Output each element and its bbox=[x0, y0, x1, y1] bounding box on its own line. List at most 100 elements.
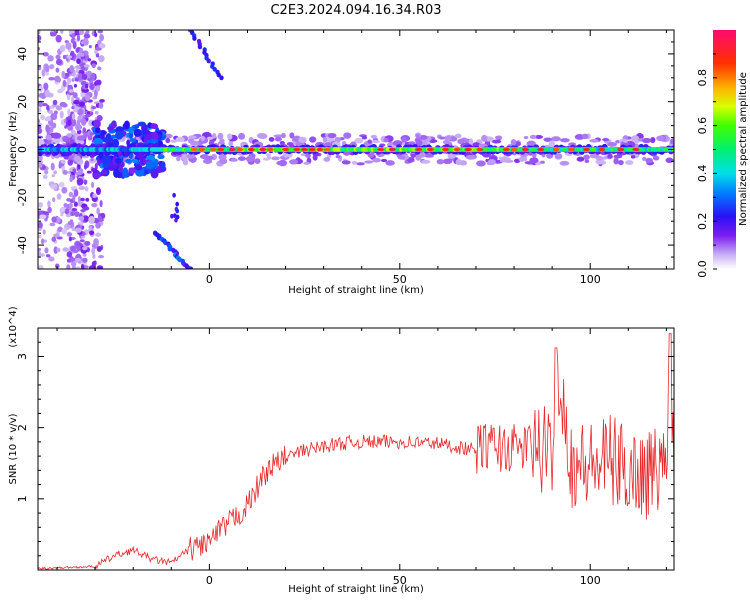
heatmap-halo-cell bbox=[176, 156, 181, 162]
heatmap-noise-cell bbox=[61, 102, 68, 108]
heatmap-cluster-cell bbox=[160, 161, 166, 170]
heatmap-halo-cell bbox=[436, 158, 445, 165]
heatmap-noise-cell bbox=[78, 216, 85, 221]
heatmap-halo-cell bbox=[165, 137, 171, 144]
heatmap-noise-cell bbox=[79, 239, 85, 243]
heatmap-cluster-cell bbox=[122, 167, 129, 177]
heatmap-noise-cell bbox=[98, 218, 105, 222]
heatmap-noise-cell bbox=[73, 189, 79, 197]
heatmap-noise-cell bbox=[38, 85, 43, 93]
heatmap-noise-cell bbox=[80, 62, 86, 71]
heatmap-streak-cell bbox=[173, 213, 177, 219]
heatmap-halo-cell bbox=[492, 139, 502, 144]
heatmap-halo-cell bbox=[630, 155, 636, 159]
heatmap-halo-cell bbox=[335, 154, 341, 159]
heatmap-noise-cell bbox=[69, 64, 75, 73]
heatmap-noise-cell bbox=[82, 246, 88, 251]
heatmap-noise-cell bbox=[73, 83, 78, 88]
heatmap-noise-cell bbox=[48, 256, 55, 262]
x-tick-label: 50 bbox=[393, 574, 407, 587]
heatmap-noise-cell bbox=[75, 65, 81, 69]
heatmap-cluster-cell bbox=[102, 154, 111, 164]
heatmap-noise-cell bbox=[89, 83, 95, 90]
heatmap-noise-cell bbox=[91, 106, 97, 110]
heatmap-noise-cell bbox=[38, 30, 41, 35]
heatmap-noise-cell bbox=[70, 186, 78, 190]
heatmap-noise-cell bbox=[77, 115, 81, 121]
heatmap-noise-cell bbox=[64, 208, 70, 215]
heatmap-noise-cell bbox=[83, 215, 90, 222]
heatmap-noise-cell bbox=[99, 34, 104, 42]
colorbar-tick-label: 0.4 bbox=[696, 165, 709, 183]
heatmap-noise-cell bbox=[38, 247, 42, 252]
heatmap-halo-cell bbox=[487, 159, 496, 165]
heatmap-cluster-cell bbox=[114, 130, 124, 140]
heatmap-halo-cell bbox=[228, 140, 234, 147]
heatmap-halo-cell bbox=[218, 154, 227, 161]
heatmap-halo-cell bbox=[534, 134, 544, 139]
heatmap-halo-cell bbox=[298, 136, 307, 144]
heatmap-noise-cell bbox=[52, 197, 56, 203]
x-tick-label: 0 bbox=[206, 574, 213, 587]
heatmap-noise-cell bbox=[38, 234, 42, 239]
heatmap-peak-cell bbox=[266, 147, 274, 152]
heatmap-cluster-cell bbox=[92, 173, 102, 179]
heatmap-streak-cell bbox=[170, 213, 174, 219]
heatmap-noise-cell bbox=[83, 64, 90, 68]
colorbar-label: Normalized spectral amplitude bbox=[738, 72, 749, 226]
heatmap-noise-cell bbox=[87, 58, 92, 62]
heatmap-halo-cell bbox=[476, 160, 486, 167]
heatmap-cluster-cell bbox=[95, 126, 101, 134]
heatmap-cluster-cell bbox=[110, 121, 117, 129]
heatmap-noise-cell bbox=[89, 132, 94, 136]
heatmap-marks bbox=[38, 30, 674, 269]
heatmap-noise-cell bbox=[91, 247, 96, 255]
heatmap-cluster-cell bbox=[133, 128, 143, 137]
heatmap-peak-cell bbox=[236, 147, 244, 152]
heatmap-halo-cell bbox=[164, 133, 173, 139]
heatmap-noise-cell bbox=[60, 213, 64, 217]
heatmap-noise-cell bbox=[55, 67, 60, 73]
heatmap-noise-cell bbox=[57, 226, 63, 233]
heatmap-cluster-cell bbox=[128, 127, 134, 135]
heatmap-halo-cell bbox=[442, 140, 450, 145]
heatmap-peak-cell bbox=[426, 147, 434, 152]
heatmap-halo-cell bbox=[554, 153, 563, 160]
heatmap-halo-cell bbox=[656, 135, 666, 142]
heatmap-halo-cell bbox=[289, 132, 295, 139]
heatmap-noise-cell bbox=[55, 34, 62, 43]
heatmap-ylabel: Frequency (Hz) bbox=[8, 111, 19, 187]
heatmap-cluster-cell bbox=[130, 158, 139, 163]
heatmap-noise-cell bbox=[44, 117, 50, 122]
heatmap-halo-cell bbox=[370, 134, 378, 139]
heatmap-noise-cell bbox=[48, 109, 54, 114]
heatmap-noise-cell bbox=[76, 34, 81, 42]
heatmap-noise-cell bbox=[65, 73, 70, 77]
heatmap-streak-cell bbox=[167, 246, 172, 252]
heatmap-halo-cell bbox=[408, 141, 416, 145]
heatmap-halo-cell bbox=[581, 133, 589, 140]
heatmap-peak-cell bbox=[308, 147, 316, 152]
snr-ylabel: SNR (10 * v/v) bbox=[8, 413, 19, 484]
heatmap-streak-cell bbox=[219, 75, 224, 81]
heatmap-noise-cell bbox=[67, 125, 74, 131]
heatmap-noise-cell bbox=[72, 168, 77, 173]
heatmap-halo-cell bbox=[206, 136, 214, 140]
heatmap-halo-cell bbox=[226, 133, 233, 140]
heatmap-halo-cell bbox=[642, 137, 652, 144]
heatmap-halo-cell bbox=[576, 156, 585, 162]
heatmap-noise-cell bbox=[80, 91, 84, 98]
snr-series-line bbox=[38, 333, 674, 570]
heatmap-peak-cell bbox=[190, 147, 198, 152]
heatmap-halo-cell bbox=[443, 135, 452, 141]
heatmap-halo-cell bbox=[278, 159, 288, 167]
heatmap-noise-cell bbox=[42, 229, 46, 235]
heatmap-noise-cell bbox=[84, 113, 91, 118]
heatmap-streak-cell bbox=[192, 36, 197, 41]
heatmap-noise-cell bbox=[94, 49, 99, 54]
heatmap-halo-cell bbox=[188, 135, 197, 139]
heatmap-noise-cell bbox=[77, 221, 84, 226]
heatmap-peak-cell bbox=[282, 147, 290, 152]
heatmap-noise-cell bbox=[88, 215, 95, 224]
heatmap-noise-cell bbox=[59, 110, 64, 119]
